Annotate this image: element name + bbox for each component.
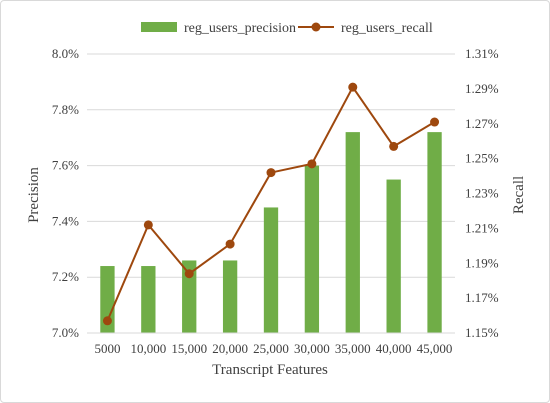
precision-bar	[345, 132, 360, 333]
precision-bar	[304, 165, 320, 333]
y-right-tick-label: 1.31%	[465, 46, 499, 61]
precision-bar	[182, 260, 197, 333]
y-left-tick-label: 7.0%	[52, 325, 79, 340]
x-tick-label: 20,000	[212, 341, 248, 356]
recall-point	[225, 239, 235, 249]
recall-point	[389, 141, 399, 151]
x-axis-title: Transcript Features	[212, 362, 328, 378]
precision-bar	[141, 266, 156, 333]
y-left-tick-label: 7.8%	[52, 102, 79, 117]
y-axis-left-title: Precision	[26, 167, 42, 223]
y-right-tick-label: 1.23%	[465, 186, 499, 201]
y-left-tick-label: 8.0%	[52, 46, 79, 61]
recall-point	[348, 82, 358, 92]
y-right-tick-label: 1.25%	[465, 151, 499, 166]
precision-bar	[386, 179, 401, 333]
x-tick-label: 10,000	[130, 341, 166, 356]
y-right-tick-label: 1.15%	[465, 325, 499, 340]
y-right-tick-label: 1.27%	[465, 116, 499, 131]
precision-bar	[222, 260, 238, 333]
bar-series	[100, 132, 442, 333]
x-tick-label: 5000	[94, 341, 120, 356]
precision-bar	[263, 207, 279, 333]
x-tick-label: 35,000	[335, 341, 371, 356]
y-right-tick-label: 1.19%	[465, 255, 499, 270]
x-tick-label: 30,000	[294, 341, 330, 356]
recall-point	[430, 117, 440, 127]
x-tick-label: 40,000	[376, 341, 412, 356]
y-axis-right-title: Recall	[511, 176, 527, 214]
y-right-tick-label: 1.17%	[465, 290, 499, 305]
legend-swatch-precision	[141, 22, 177, 32]
y-left-tick-label: 7.4%	[52, 213, 79, 228]
y-right-tick-label: 1.29%	[465, 81, 499, 96]
recall-point	[307, 159, 317, 169]
legend-label-precision: reg_users_precision	[184, 21, 296, 36]
legend: reg_users_precision reg_users_recall	[141, 21, 433, 36]
y-left-tick-label: 7.6%	[52, 158, 79, 173]
x-tick-label: 45,000	[417, 341, 453, 356]
legend-label-recall: reg_users_recall	[341, 21, 433, 36]
y-left-tick-label: 7.2%	[52, 269, 79, 284]
x-tick-label: 15,000	[171, 341, 207, 356]
recall-point	[143, 220, 153, 230]
precision-bar	[100, 266, 115, 333]
line-series	[102, 82, 440, 326]
x-tick-label: 25,000	[253, 341, 289, 356]
legend-swatch-recall-marker	[311, 22, 321, 32]
y-right-tick-label: 1.21%	[465, 220, 499, 235]
recall-point	[184, 269, 194, 279]
recall-point	[266, 168, 276, 178]
recall-point	[102, 316, 112, 326]
axes: 7.0% 7.2% 7.4% 7.6% 7.8% 8.0% 1.15% 1.17% 1.19% 1…	[52, 46, 499, 356]
precision-bar	[427, 132, 442, 333]
